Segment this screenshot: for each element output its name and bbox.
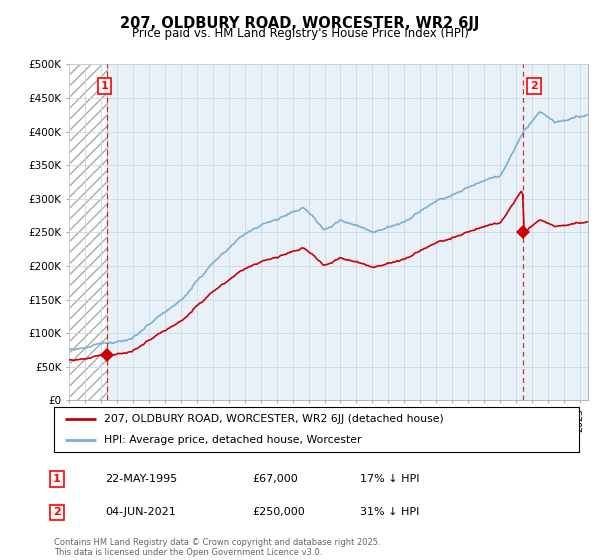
Text: 17% ↓ HPI: 17% ↓ HPI xyxy=(360,474,419,484)
Text: 207, OLDBURY ROAD, WORCESTER, WR2 6JJ: 207, OLDBURY ROAD, WORCESTER, WR2 6JJ xyxy=(121,16,479,31)
Bar xyxy=(69,64,107,400)
Text: 1: 1 xyxy=(101,81,109,91)
Text: Price paid vs. HM Land Registry's House Price Index (HPI): Price paid vs. HM Land Registry's House … xyxy=(131,27,469,40)
Text: HPI: Average price, detached house, Worcester: HPI: Average price, detached house, Worc… xyxy=(104,435,361,445)
Text: 04-JUN-2021: 04-JUN-2021 xyxy=(105,507,176,517)
Text: £67,000: £67,000 xyxy=(252,474,298,484)
Text: 2: 2 xyxy=(53,507,61,517)
Text: 1: 1 xyxy=(53,474,61,484)
Text: 31% ↓ HPI: 31% ↓ HPI xyxy=(360,507,419,517)
Text: 2: 2 xyxy=(530,81,538,91)
Text: Contains HM Land Registry data © Crown copyright and database right 2025.
This d: Contains HM Land Registry data © Crown c… xyxy=(54,538,380,557)
Text: 22-MAY-1995: 22-MAY-1995 xyxy=(105,474,177,484)
Text: £250,000: £250,000 xyxy=(252,507,305,517)
Text: 207, OLDBURY ROAD, WORCESTER, WR2 6JJ (detached house): 207, OLDBURY ROAD, WORCESTER, WR2 6JJ (d… xyxy=(104,414,443,424)
